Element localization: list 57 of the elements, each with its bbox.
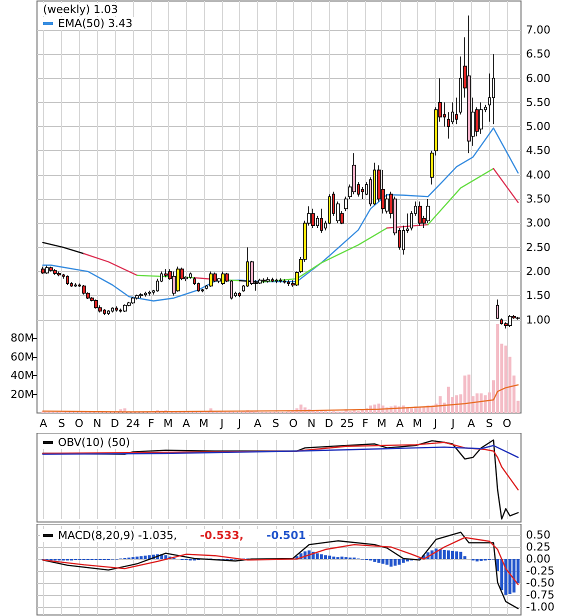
y2-tick-label: 20M bbox=[10, 388, 34, 401]
y-tick-label: 6.00 bbox=[526, 72, 550, 85]
x-tick-label: J bbox=[236, 417, 242, 430]
x-tick-label: A bbox=[396, 417, 404, 430]
x-tick-label: A bbox=[254, 417, 262, 430]
y-tick-label: 6.50 bbox=[526, 48, 550, 61]
legend-label: OBV(10) (50) bbox=[58, 436, 130, 449]
y-tick-label: 0.50 bbox=[526, 528, 550, 542]
x-tick-label: M bbox=[412, 417, 422, 430]
y-tick-label: 0.00 bbox=[526, 552, 550, 566]
x-tick-label: D bbox=[324, 417, 334, 430]
y-tick-label: 3.50 bbox=[526, 192, 550, 206]
x-tick-label: S bbox=[58, 417, 66, 430]
y-tick-label: 7.00 bbox=[526, 23, 550, 36]
x-tick-label: A bbox=[467, 417, 476, 430]
x-tick-label: S bbox=[272, 417, 280, 430]
x-tick-label: J bbox=[450, 417, 455, 430]
y-tick-label: 4.00 bbox=[526, 168, 550, 182]
y-tick-label: 4.50 bbox=[526, 144, 550, 158]
x-tick-label: N bbox=[307, 417, 316, 430]
x-tick-label: A bbox=[182, 417, 190, 430]
chart-title: (weekly) 1.03 bbox=[43, 3, 118, 16]
y-tick-label: 2.50 bbox=[526, 240, 550, 254]
y-tick-label: 0.25 bbox=[526, 540, 550, 554]
y-tick-label: 3.00 bbox=[526, 216, 550, 230]
x-tick-label: F bbox=[148, 417, 154, 430]
y-tick-label: 1.00 bbox=[526, 313, 550, 326]
x-tick-label: O bbox=[74, 417, 84, 430]
legend-label: EMA(50) 3.43 bbox=[58, 17, 133, 30]
y-tick-label: 2.00 bbox=[526, 264, 550, 278]
x-tick-label: M bbox=[376, 417, 386, 430]
y2-tick-label: 40M bbox=[10, 369, 34, 382]
y-tick-label: 5.50 bbox=[526, 96, 550, 109]
y2-tick-label: 80M bbox=[10, 332, 34, 345]
y-tick-label: -0.25 bbox=[526, 564, 554, 578]
y-tick-label: -1.00 bbox=[526, 600, 554, 614]
y-tick-label: 5.00 bbox=[526, 120, 550, 134]
series-label: -0.501 bbox=[266, 529, 306, 542]
x-tick-label: S bbox=[486, 417, 493, 430]
legend-label: MACD(8,20,9) -1.035, bbox=[58, 529, 177, 542]
x-tick-label: A bbox=[40, 417, 48, 430]
x-tick-label: O bbox=[502, 417, 512, 430]
x-tick-label: 24 bbox=[126, 417, 140, 430]
series-label: -0.533, bbox=[200, 529, 244, 542]
x-tick-label: J bbox=[432, 417, 438, 430]
x-tick-label: F bbox=[362, 417, 368, 430]
y2-tick-label: 60M bbox=[10, 350, 34, 364]
x-tick-label: J bbox=[219, 417, 224, 430]
y-tick-label: -0.50 bbox=[526, 576, 554, 590]
y-tick-label: -0.75 bbox=[526, 588, 554, 602]
x-tick-label: M bbox=[199, 417, 209, 430]
x-tick-label: 25 bbox=[340, 417, 354, 430]
x-tick-label: D bbox=[110, 417, 120, 430]
x-tick-label: O bbox=[289, 417, 298, 430]
x-tick-label: M bbox=[163, 417, 173, 430]
x-tick-label: N bbox=[93, 417, 102, 430]
y-tick-label: 1.50 bbox=[526, 289, 550, 302]
